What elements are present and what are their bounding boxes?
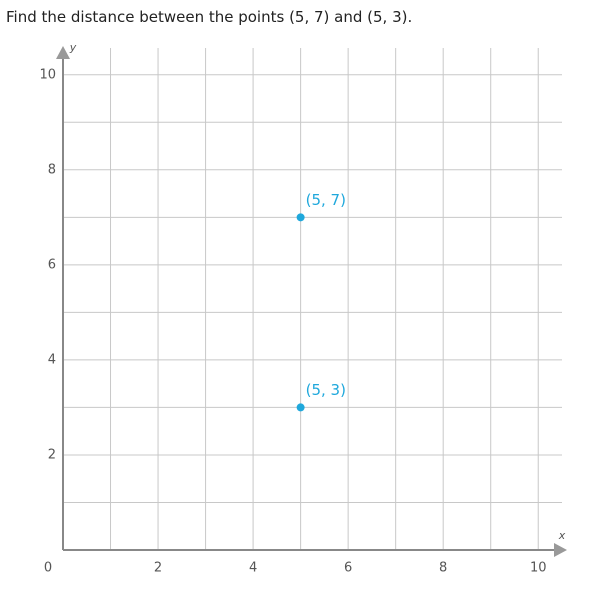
question: Find the distance between the points (5,… xyxy=(6,8,413,26)
x-tick-label: 10 xyxy=(530,561,547,576)
y-tick-label: 4 xyxy=(48,352,56,367)
point xyxy=(296,213,305,222)
y-tick-label: 2 xyxy=(48,447,56,462)
x-tick-label: 8 xyxy=(439,561,447,576)
y-axis-label: y xyxy=(69,41,77,54)
x-tick-label: 2 xyxy=(154,561,162,576)
y-tick-label: 10 xyxy=(39,67,56,82)
y-tick-label: 6 xyxy=(48,257,56,272)
x-tick-label: 4 xyxy=(249,561,257,576)
x-tick-label: 0 xyxy=(44,561,52,576)
x-arrow xyxy=(554,543,567,557)
y-tick-label: 8 xyxy=(48,162,56,177)
point-label: (5, 3) xyxy=(306,381,346,399)
x-axis-label: x xyxy=(558,529,566,542)
point xyxy=(296,403,305,412)
x-tick-label: 6 xyxy=(344,561,352,576)
point-label: (5, 7) xyxy=(306,191,346,209)
y-arrow xyxy=(56,46,70,59)
